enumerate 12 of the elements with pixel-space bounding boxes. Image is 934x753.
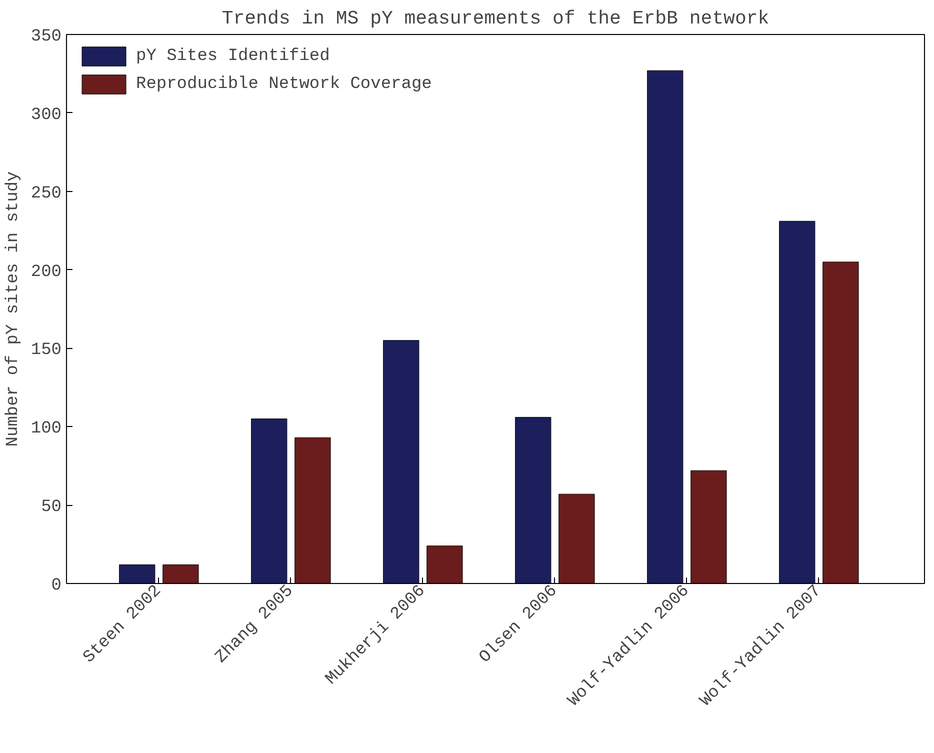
legend-label: Reproducible Network Coverage bbox=[136, 74, 432, 94]
y-tick-label: 50 bbox=[41, 498, 62, 518]
chart-title: Trends in MS pY measurements of the ErbB network bbox=[222, 8, 770, 30]
y-tick-label: 300 bbox=[30, 106, 62, 125]
legend-label: pY Sites Identified bbox=[136, 46, 330, 66]
y-tick-label: 350 bbox=[30, 28, 62, 46]
y-tick-label: 200 bbox=[30, 262, 62, 282]
y-axis-title: Number of pY sites in study bbox=[4, 171, 23, 447]
y-tick-label: 0 bbox=[51, 576, 62, 596]
y-tick-label: 100 bbox=[30, 420, 62, 439]
y-tick-label: 150 bbox=[30, 341, 62, 360]
y-tick-label: 250 bbox=[30, 184, 62, 204]
